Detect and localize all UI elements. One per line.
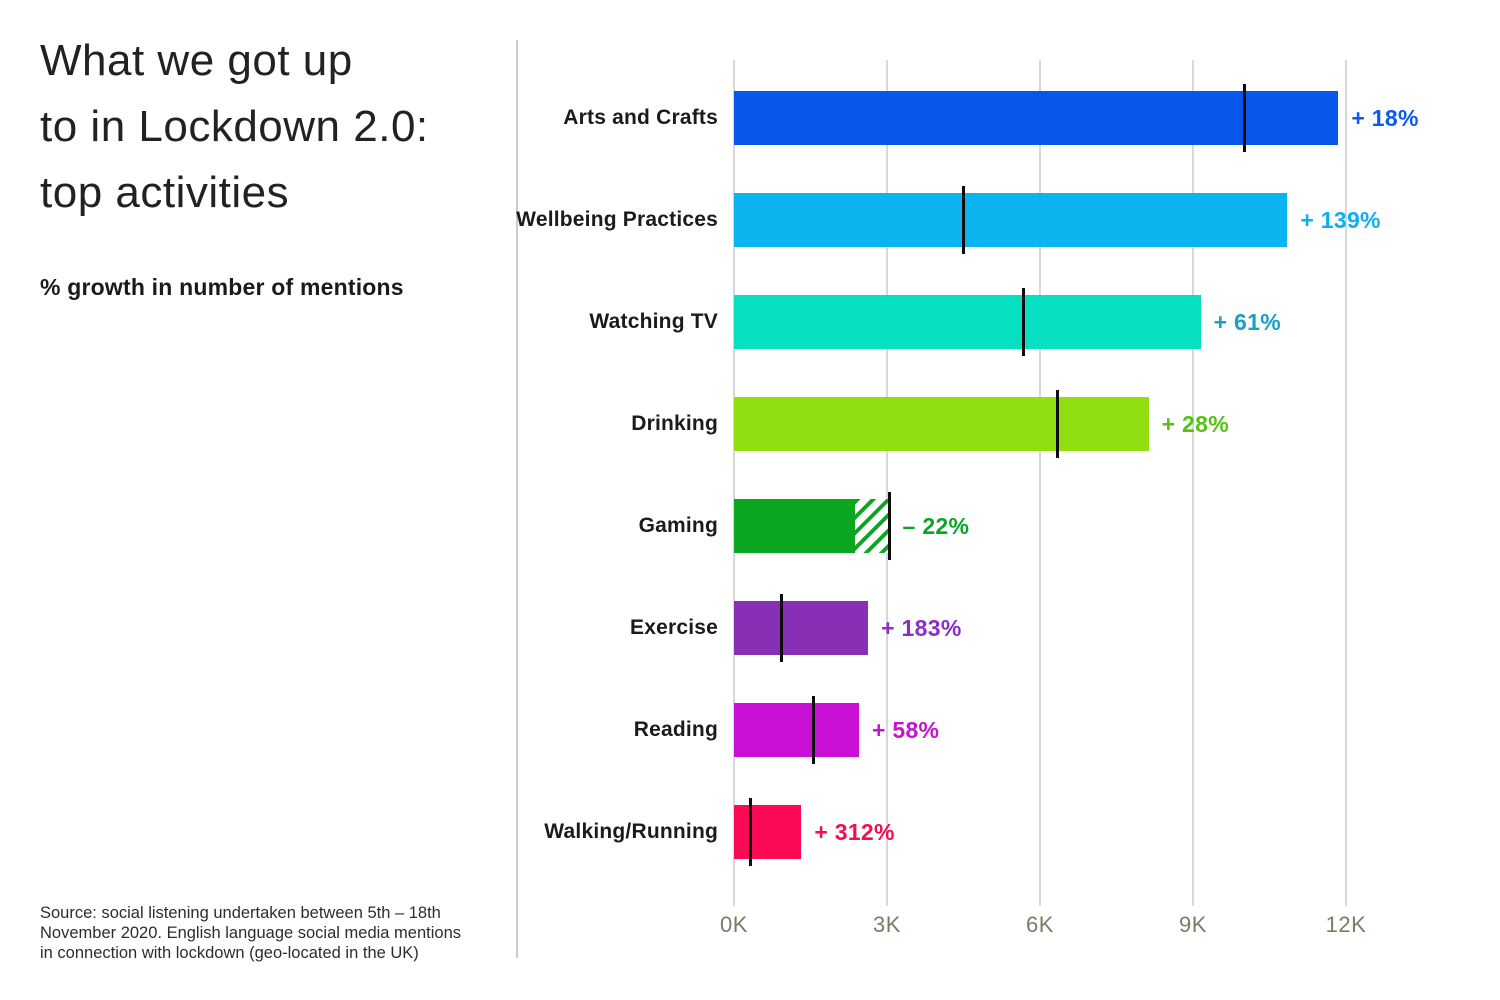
- bar-drinking: [734, 397, 1149, 451]
- x-axis-tick-label: 3K: [873, 912, 901, 937]
- previous-period-marker: [748, 798, 752, 866]
- category-label: Wellbeing Practices: [516, 208, 718, 231]
- growth-percentage-label: + 139%: [1300, 207, 1381, 233]
- category-label: Walking/Running: [544, 820, 718, 843]
- bar-gaming: [734, 499, 856, 553]
- gridline-3K: [886, 60, 888, 906]
- growth-percentage-label: + 61%: [1213, 309, 1281, 335]
- previous-period-marker: [811, 696, 815, 764]
- category-label: Drinking: [631, 412, 718, 435]
- chart-subtitle: % growth in number of mentions: [40, 274, 404, 300]
- gridline-6K: [1039, 60, 1041, 906]
- gridline-0K: [733, 60, 735, 906]
- growth-percentage-label: – 22%: [902, 513, 970, 539]
- x-axis-tick-label: 0K: [720, 912, 748, 937]
- category-label: Reading: [633, 718, 718, 741]
- x-axis-tick-label: 12K: [1325, 912, 1367, 937]
- bar-arts-and-crafts: [734, 91, 1339, 145]
- previous-period-marker: [1056, 390, 1060, 458]
- source-note: Source: social listening undertaken betw…: [40, 904, 461, 962]
- gridline-12K: [1345, 60, 1347, 906]
- category-label: Exercise: [629, 616, 718, 639]
- bar-reading: [734, 703, 859, 757]
- bar-exercise: [734, 601, 869, 655]
- page-title: What we got up to in Lockdown 2.0: top a…: [40, 36, 429, 217]
- growth-percentage-label: + 312%: [814, 819, 895, 845]
- gridline-9K: [1192, 60, 1194, 906]
- bar-hatched-decline: [855, 499, 890, 553]
- x-axis-tick-label: 9K: [1179, 912, 1207, 937]
- previous-period-marker: [1242, 84, 1246, 152]
- left-text-panel: What we got up to in Lockdown 2.0: top a…: [40, 28, 502, 301]
- growth-percentage-label: + 28%: [1161, 411, 1229, 437]
- category-label: Gaming: [638, 514, 718, 537]
- bar-wellbeing-practices: [734, 193, 1288, 247]
- growth-percentage-label: + 58%: [871, 717, 940, 743]
- previous-period-marker: [888, 492, 892, 560]
- bar-walking-running: [734, 805, 802, 859]
- previous-period-marker: [1022, 288, 1026, 356]
- previous-period-marker: [779, 594, 783, 662]
- x-axis-tick-label: 6K: [1026, 912, 1054, 937]
- category-label: Watching TV: [589, 310, 718, 333]
- bar-watching-tv: [734, 295, 1201, 349]
- growth-percentage-label: + 183%: [881, 615, 962, 641]
- previous-period-marker: [962, 186, 965, 254]
- growth-percentage-label: + 18%: [1351, 105, 1419, 131]
- category-label: Arts and Crafts: [563, 106, 718, 129]
- panel-divider-line: [516, 40, 518, 958]
